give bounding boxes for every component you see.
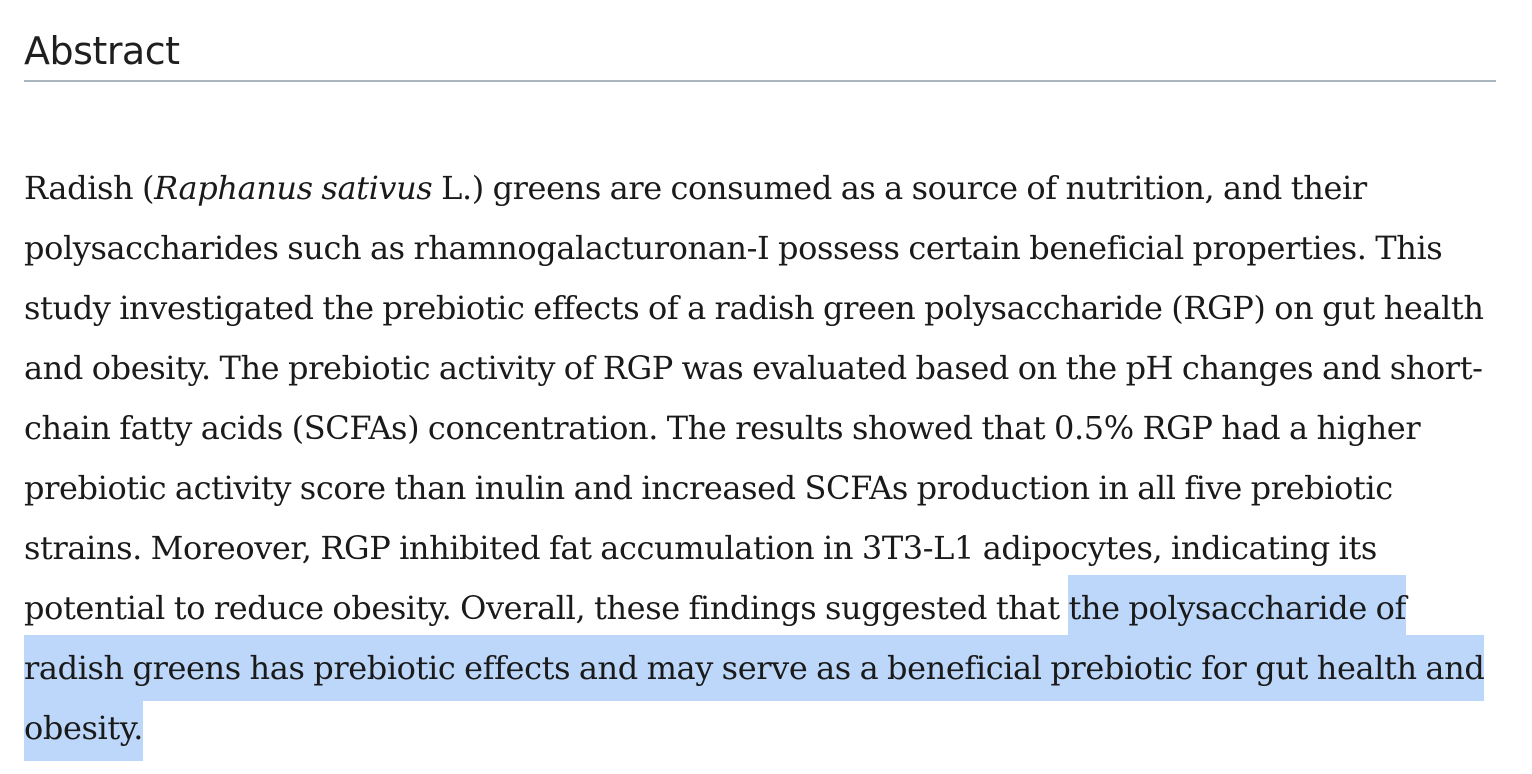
abstract-paragraph[interactable]: Radish (Raphanus sativus L.) greens are … (24, 158, 1496, 761)
abstract-text-body: L.) greens are consumed as a source of n… (24, 169, 1484, 627)
section-heading: Abstract (24, 29, 180, 73)
species-name: Raphanus sativus (154, 169, 433, 207)
heading-divider (24, 80, 1496, 82)
abstract-section: Abstract Radish (Raphanus sativus L.) gr… (24, 0, 1496, 761)
abstract-text-start: Radish ( (24, 169, 155, 207)
